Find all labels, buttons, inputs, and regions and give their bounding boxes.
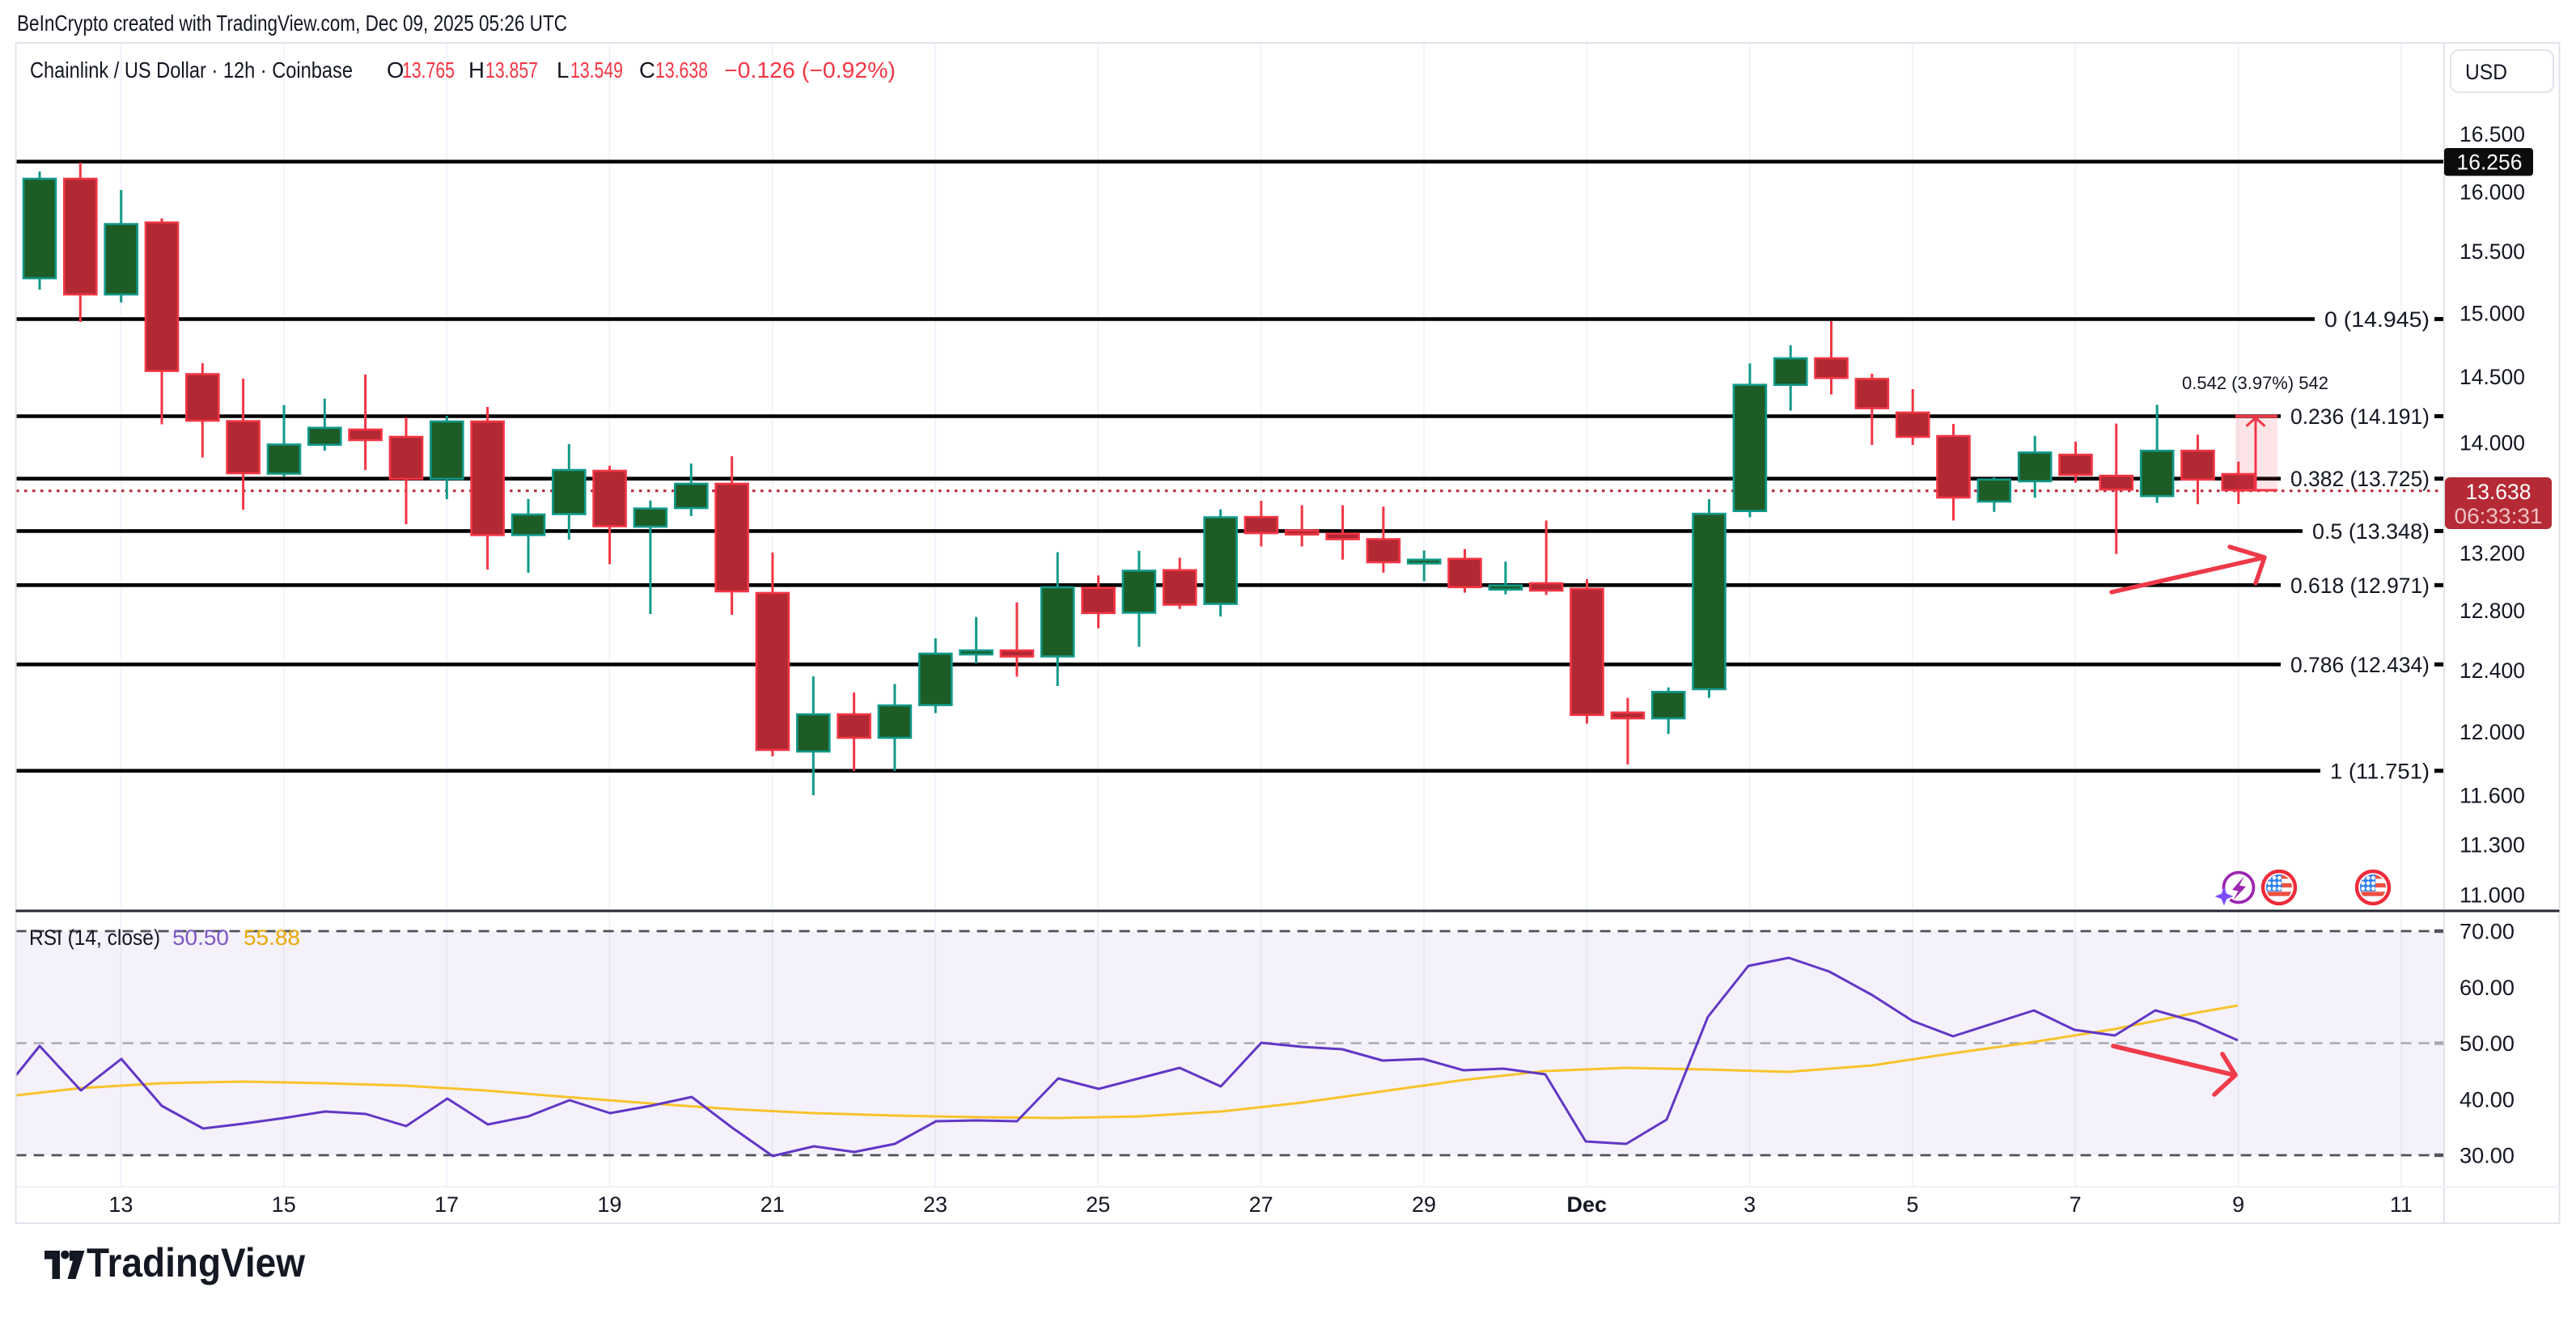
svg-text:23: 23 (923, 1192, 947, 1217)
svg-text:Chainlink / US Dollar · 12h ·: Chainlink / US Dollar · 12h · Coinbase (30, 57, 353, 83)
svg-text:13: 13 (108, 1192, 133, 1217)
svg-text:−0.126 (−0.92%): −0.126 (−0.92%) (724, 57, 896, 83)
svg-text:16.256: 16.256 (2457, 150, 2523, 175)
svg-text:13.857: 13.857 (485, 57, 538, 83)
svg-text:12.400: 12.400 (2459, 658, 2525, 683)
svg-text:55.88: 55.88 (244, 925, 300, 950)
svg-text:O: O (387, 57, 404, 83)
svg-text:15: 15 (272, 1192, 296, 1217)
svg-text:H: H (468, 57, 485, 83)
svg-text:60.00: 60.00 (2459, 976, 2515, 1000)
svg-text:13.638: 13.638 (655, 57, 708, 83)
svg-text:9: 9 (2232, 1192, 2244, 1217)
svg-text:21: 21 (761, 1192, 785, 1217)
svg-text:0.236 (14.191): 0.236 (14.191) (2290, 404, 2430, 429)
svg-text:13.549: 13.549 (570, 57, 623, 83)
svg-text:27: 27 (1249, 1192, 1273, 1217)
svg-text:TradingView: TradingView (87, 1240, 305, 1285)
svg-text:BeInCrypto created with Tradin: BeInCrypto created with TradingView.com,… (17, 11, 567, 36)
svg-text:L: L (557, 57, 569, 83)
svg-text:16.500: 16.500 (2459, 122, 2525, 146)
svg-text:50.00: 50.00 (2459, 1031, 2515, 1056)
svg-text:14.000: 14.000 (2459, 430, 2525, 455)
svg-text:13.638: 13.638 (2466, 480, 2532, 504)
svg-text:40.00: 40.00 (2459, 1087, 2515, 1112)
svg-text:11: 11 (2390, 1192, 2413, 1217)
svg-text:12.800: 12.800 (2459, 599, 2525, 623)
svg-text:0.542 (3.97%) 542: 0.542 (3.97%) 542 (2182, 373, 2328, 393)
svg-text:25: 25 (1086, 1192, 1110, 1217)
svg-text:19: 19 (597, 1192, 621, 1217)
svg-text:3: 3 (1743, 1192, 1756, 1217)
svg-text:15.000: 15.000 (2459, 301, 2525, 325)
svg-text:C: C (639, 57, 655, 83)
svg-text:0 (14.945): 0 (14.945) (2324, 307, 2430, 332)
svg-text:12.000: 12.000 (2459, 720, 2525, 744)
svg-text:USD: USD (2465, 60, 2507, 84)
svg-text:15.500: 15.500 (2459, 239, 2525, 264)
svg-text:11.000: 11.000 (2459, 883, 2525, 908)
svg-text:Dec: Dec (1567, 1192, 1608, 1217)
svg-text:1 (11.751): 1 (11.751) (2330, 759, 2430, 783)
svg-text:14.500: 14.500 (2459, 365, 2525, 389)
svg-text:29: 29 (1412, 1192, 1436, 1217)
svg-text:0.786 (12.434): 0.786 (12.434) (2290, 653, 2430, 677)
svg-text:16.000: 16.000 (2459, 180, 2525, 205)
svg-text:5: 5 (1906, 1192, 1918, 1217)
svg-text:13.765: 13.765 (402, 57, 455, 83)
svg-text:11.600: 11.600 (2459, 784, 2525, 808)
svg-text:50.50: 50.50 (172, 925, 229, 950)
svg-text:RSI (14, close): RSI (14, close) (29, 925, 160, 950)
svg-text:30.00: 30.00 (2459, 1144, 2515, 1168)
svg-text:06:33:31: 06:33:31 (2455, 504, 2543, 528)
svg-text:0.382 (13.725): 0.382 (13.725) (2290, 467, 2430, 491)
svg-text:0.618 (12.971): 0.618 (12.971) (2290, 574, 2430, 598)
svg-text:70.00: 70.00 (2459, 920, 2515, 944)
svg-text:0.5 (13.348): 0.5 (13.348) (2312, 519, 2430, 544)
svg-text:17: 17 (434, 1192, 459, 1217)
svg-text:11.300: 11.300 (2459, 832, 2525, 857)
svg-text:7: 7 (2070, 1192, 2082, 1217)
svg-text:13.200: 13.200 (2459, 541, 2525, 565)
